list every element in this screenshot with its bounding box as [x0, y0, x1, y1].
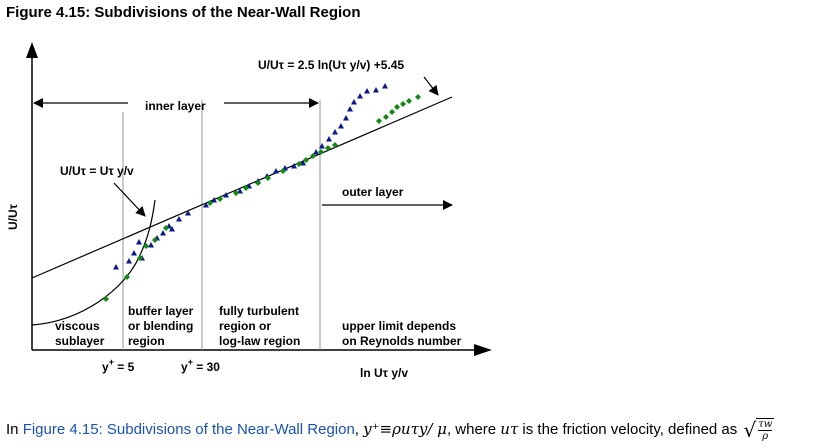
diamond-marker [325, 145, 331, 151]
triangle-marker [223, 192, 229, 198]
diamond-marker [332, 142, 338, 148]
triangle-marker [338, 123, 344, 129]
diamond-marker [280, 168, 286, 174]
linear-pointer [113, 182, 146, 217]
diamond-marker [296, 161, 302, 167]
diamond-marker [163, 225, 169, 231]
buffer-label-1: buffer layer [128, 304, 194, 318]
diamond-marker [394, 104, 400, 110]
diamond-marker [318, 149, 324, 155]
triangle-marker [203, 202, 209, 208]
triangle-marker [373, 87, 379, 93]
diamond-marker [233, 190, 239, 196]
x-axis-arrowhead [474, 344, 492, 356]
x-axis-label: ln Uτ y/v [360, 366, 408, 380]
triangle-marker [347, 106, 353, 112]
triangle-marker [343, 115, 349, 121]
triangle-marker [382, 83, 388, 89]
upper-limit-label-1: upper limit depends [342, 319, 456, 333]
triangle-marker [357, 93, 363, 99]
caption-after: , where [446, 420, 501, 438]
viscous-label-1: viscous [55, 319, 100, 333]
triangle-marker [319, 143, 325, 149]
triangle-marker [364, 88, 370, 94]
triangle-marker [131, 250, 137, 256]
diamond-marker [152, 237, 158, 243]
triangle-marker [126, 258, 132, 264]
friction-velocity-var: uτ [500, 419, 519, 438]
diamond-marker [415, 94, 421, 100]
triangle-marker [185, 210, 191, 216]
caption-figure-link[interactable]: Figure 4.15: Subdivisions of the Near-Wa… [22, 420, 355, 438]
yplus30-label: y+ = 30 [181, 357, 220, 374]
figure-title: Figure 4.15: Subdivisions of the Near-Wa… [6, 4, 361, 21]
diamond-marker [143, 243, 149, 249]
diamond-marker [217, 196, 223, 202]
triangle-marker [273, 168, 279, 174]
diamond-marker [303, 157, 309, 163]
diamond-marker [400, 101, 406, 107]
diamond-marker [124, 274, 130, 280]
diamond-marker [310, 153, 316, 159]
near-wall-diagram: inner layer outer layer U/Uτ = 2.5 ln(Uτ… [6, 42, 492, 380]
caption-prefix: In [6, 420, 23, 438]
triangle-marker [176, 216, 182, 222]
y-axis-arrowhead [26, 42, 38, 58]
diamond-data-series [103, 94, 421, 302]
triangle-marker [313, 149, 319, 155]
log-law-pointer [423, 76, 439, 96]
diamond-marker [207, 200, 213, 206]
outer-layer-label: outer layer [342, 185, 404, 199]
diamond-marker [265, 175, 271, 181]
triangle-data-series [113, 83, 388, 270]
linear-equation: U/Uτ = Uτ y/v [60, 164, 134, 178]
linear-sublayer-curve [31, 199, 156, 326]
diamond-marker [376, 118, 382, 124]
diamond-marker [406, 98, 412, 104]
triangle-marker [160, 230, 166, 236]
sqrt-fraction: τw ρ [756, 418, 775, 442]
triangle-marker [169, 226, 175, 232]
yplus5-label: y+ = 5 [102, 357, 135, 374]
sqrt-denominator: ρ [762, 431, 769, 442]
triangle-marker [211, 197, 217, 203]
upper-limit-label-2: on Reynolds number [342, 334, 462, 348]
sqrt-radical: √ [743, 418, 757, 442]
sqrt-numerator: τw [758, 419, 773, 431]
turbulent-label-1: fully turbulent [219, 304, 299, 318]
diamond-marker [383, 114, 389, 120]
inner-layer-label: inner layer [145, 99, 206, 113]
diamond-marker [389, 109, 395, 115]
buffer-label-2: or blending [128, 319, 193, 333]
caption: In Figure 4.15: Subdivisions of the Near… [6, 418, 775, 442]
triangle-marker [237, 188, 243, 194]
diamond-marker [255, 180, 261, 186]
triangle-marker [291, 163, 297, 169]
yplus-formula: y⁺≡ρuτy/ μ [363, 419, 447, 438]
triangle-marker [136, 239, 142, 245]
sqrt-expression: √ τw ρ [743, 418, 775, 442]
triangle-marker [351, 99, 357, 105]
buffer-label-3: region [128, 334, 165, 348]
turbulent-label-3: log-law region [219, 334, 300, 348]
diamond-marker [243, 185, 249, 191]
viscous-label-2: sublayer [55, 334, 105, 348]
diamond-marker [137, 255, 143, 261]
log-law-line [31, 96, 453, 279]
caption-suffix: is the friction velocity, defined as [518, 420, 742, 438]
log-law-equation: U/Uτ = 2.5 ln(Uτ y/v) +5.45 [258, 58, 404, 72]
triangle-marker [113, 264, 119, 270]
diamond-marker [103, 296, 109, 302]
y-axis-label: U/Uτ [6, 203, 20, 230]
turbulent-label-2: region or [219, 319, 271, 333]
triangle-marker [326, 136, 332, 142]
triangle-marker [332, 129, 338, 135]
caption-mid: , [354, 420, 364, 438]
triangle-marker [148, 242, 154, 248]
